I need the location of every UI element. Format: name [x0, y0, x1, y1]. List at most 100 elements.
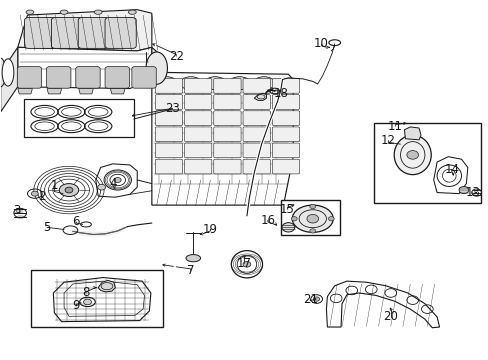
Text: 15: 15 — [280, 203, 294, 216]
Text: 9: 9 — [72, 299, 80, 312]
Text: 6: 6 — [72, 215, 80, 229]
FancyBboxPatch shape — [272, 111, 299, 126]
FancyBboxPatch shape — [105, 18, 136, 48]
FancyBboxPatch shape — [155, 143, 182, 158]
FancyBboxPatch shape — [155, 127, 182, 141]
FancyBboxPatch shape — [155, 159, 182, 174]
Polygon shape — [18, 47, 152, 89]
FancyBboxPatch shape — [213, 78, 241, 93]
Ellipse shape — [114, 177, 121, 183]
Text: 13: 13 — [464, 186, 479, 199]
FancyBboxPatch shape — [272, 127, 299, 141]
Polygon shape — [433, 157, 467, 194]
Polygon shape — [47, 89, 61, 94]
Ellipse shape — [282, 223, 294, 232]
Ellipse shape — [26, 10, 34, 14]
Ellipse shape — [83, 299, 91, 305]
Polygon shape — [0, 47, 18, 112]
Text: 8: 8 — [82, 287, 89, 300]
Ellipse shape — [328, 217, 333, 221]
Ellipse shape — [406, 150, 418, 159]
Polygon shape — [254, 93, 266, 100]
Bar — [281, 201, 339, 234]
FancyBboxPatch shape — [184, 111, 211, 126]
Ellipse shape — [309, 229, 315, 233]
Ellipse shape — [31, 191, 38, 196]
Polygon shape — [98, 280, 115, 292]
FancyBboxPatch shape — [51, 18, 82, 48]
FancyBboxPatch shape — [184, 159, 211, 174]
FancyBboxPatch shape — [272, 78, 299, 93]
FancyBboxPatch shape — [213, 95, 241, 109]
Text: 7: 7 — [187, 264, 194, 277]
Text: 12: 12 — [380, 134, 395, 147]
Text: 23: 23 — [164, 103, 180, 116]
Ellipse shape — [393, 135, 430, 175]
FancyBboxPatch shape — [184, 143, 211, 158]
FancyBboxPatch shape — [184, 127, 211, 141]
Text: 22: 22 — [168, 50, 183, 63]
FancyBboxPatch shape — [184, 95, 211, 109]
FancyBboxPatch shape — [105, 67, 129, 88]
Bar — [31, 270, 163, 327]
FancyBboxPatch shape — [213, 143, 241, 158]
FancyBboxPatch shape — [272, 159, 299, 174]
Polygon shape — [96, 164, 137, 197]
Ellipse shape — [228, 77, 250, 90]
Ellipse shape — [65, 187, 73, 193]
Text: 17: 17 — [237, 257, 251, 270]
FancyBboxPatch shape — [155, 111, 182, 126]
Ellipse shape — [306, 215, 318, 223]
Ellipse shape — [291, 217, 297, 221]
Ellipse shape — [94, 10, 102, 14]
Text: 19: 19 — [203, 222, 218, 236]
Ellipse shape — [309, 204, 315, 209]
Text: 10: 10 — [313, 37, 328, 50]
Text: 4: 4 — [109, 177, 116, 190]
Polygon shape — [53, 278, 151, 321]
FancyBboxPatch shape — [213, 127, 241, 141]
Ellipse shape — [185, 255, 200, 262]
FancyBboxPatch shape — [243, 159, 270, 174]
FancyBboxPatch shape — [24, 18, 56, 48]
Ellipse shape — [156, 77, 177, 90]
Text: 18: 18 — [273, 87, 288, 100]
FancyBboxPatch shape — [272, 95, 299, 109]
Ellipse shape — [128, 10, 136, 14]
Bar — [24, 99, 134, 137]
Text: 1: 1 — [50, 179, 58, 192]
Ellipse shape — [146, 52, 167, 84]
Ellipse shape — [59, 184, 79, 197]
Ellipse shape — [98, 184, 105, 190]
Polygon shape — [404, 127, 420, 140]
FancyBboxPatch shape — [213, 111, 241, 126]
Polygon shape — [18, 10, 152, 51]
Ellipse shape — [60, 10, 68, 14]
FancyBboxPatch shape — [243, 127, 270, 141]
Ellipse shape — [313, 297, 319, 301]
Text: 20: 20 — [383, 310, 397, 324]
Text: 14: 14 — [443, 163, 458, 176]
Ellipse shape — [231, 251, 262, 278]
Polygon shape — [110, 89, 125, 94]
FancyBboxPatch shape — [76, 67, 100, 88]
Text: 21: 21 — [302, 293, 317, 306]
Text: 5: 5 — [43, 221, 51, 234]
Ellipse shape — [0, 58, 5, 87]
FancyBboxPatch shape — [272, 143, 299, 158]
FancyBboxPatch shape — [243, 111, 270, 126]
Ellipse shape — [243, 261, 250, 267]
Ellipse shape — [253, 77, 274, 90]
FancyBboxPatch shape — [78, 18, 109, 48]
FancyBboxPatch shape — [132, 67, 156, 88]
Ellipse shape — [2, 59, 14, 86]
Ellipse shape — [204, 77, 225, 90]
Polygon shape — [152, 72, 293, 205]
Bar — [373, 123, 480, 203]
Ellipse shape — [458, 186, 468, 194]
Polygon shape — [152, 47, 163, 90]
FancyBboxPatch shape — [46, 67, 71, 88]
Ellipse shape — [180, 77, 201, 90]
Text: 11: 11 — [387, 120, 402, 133]
Polygon shape — [79, 89, 93, 94]
